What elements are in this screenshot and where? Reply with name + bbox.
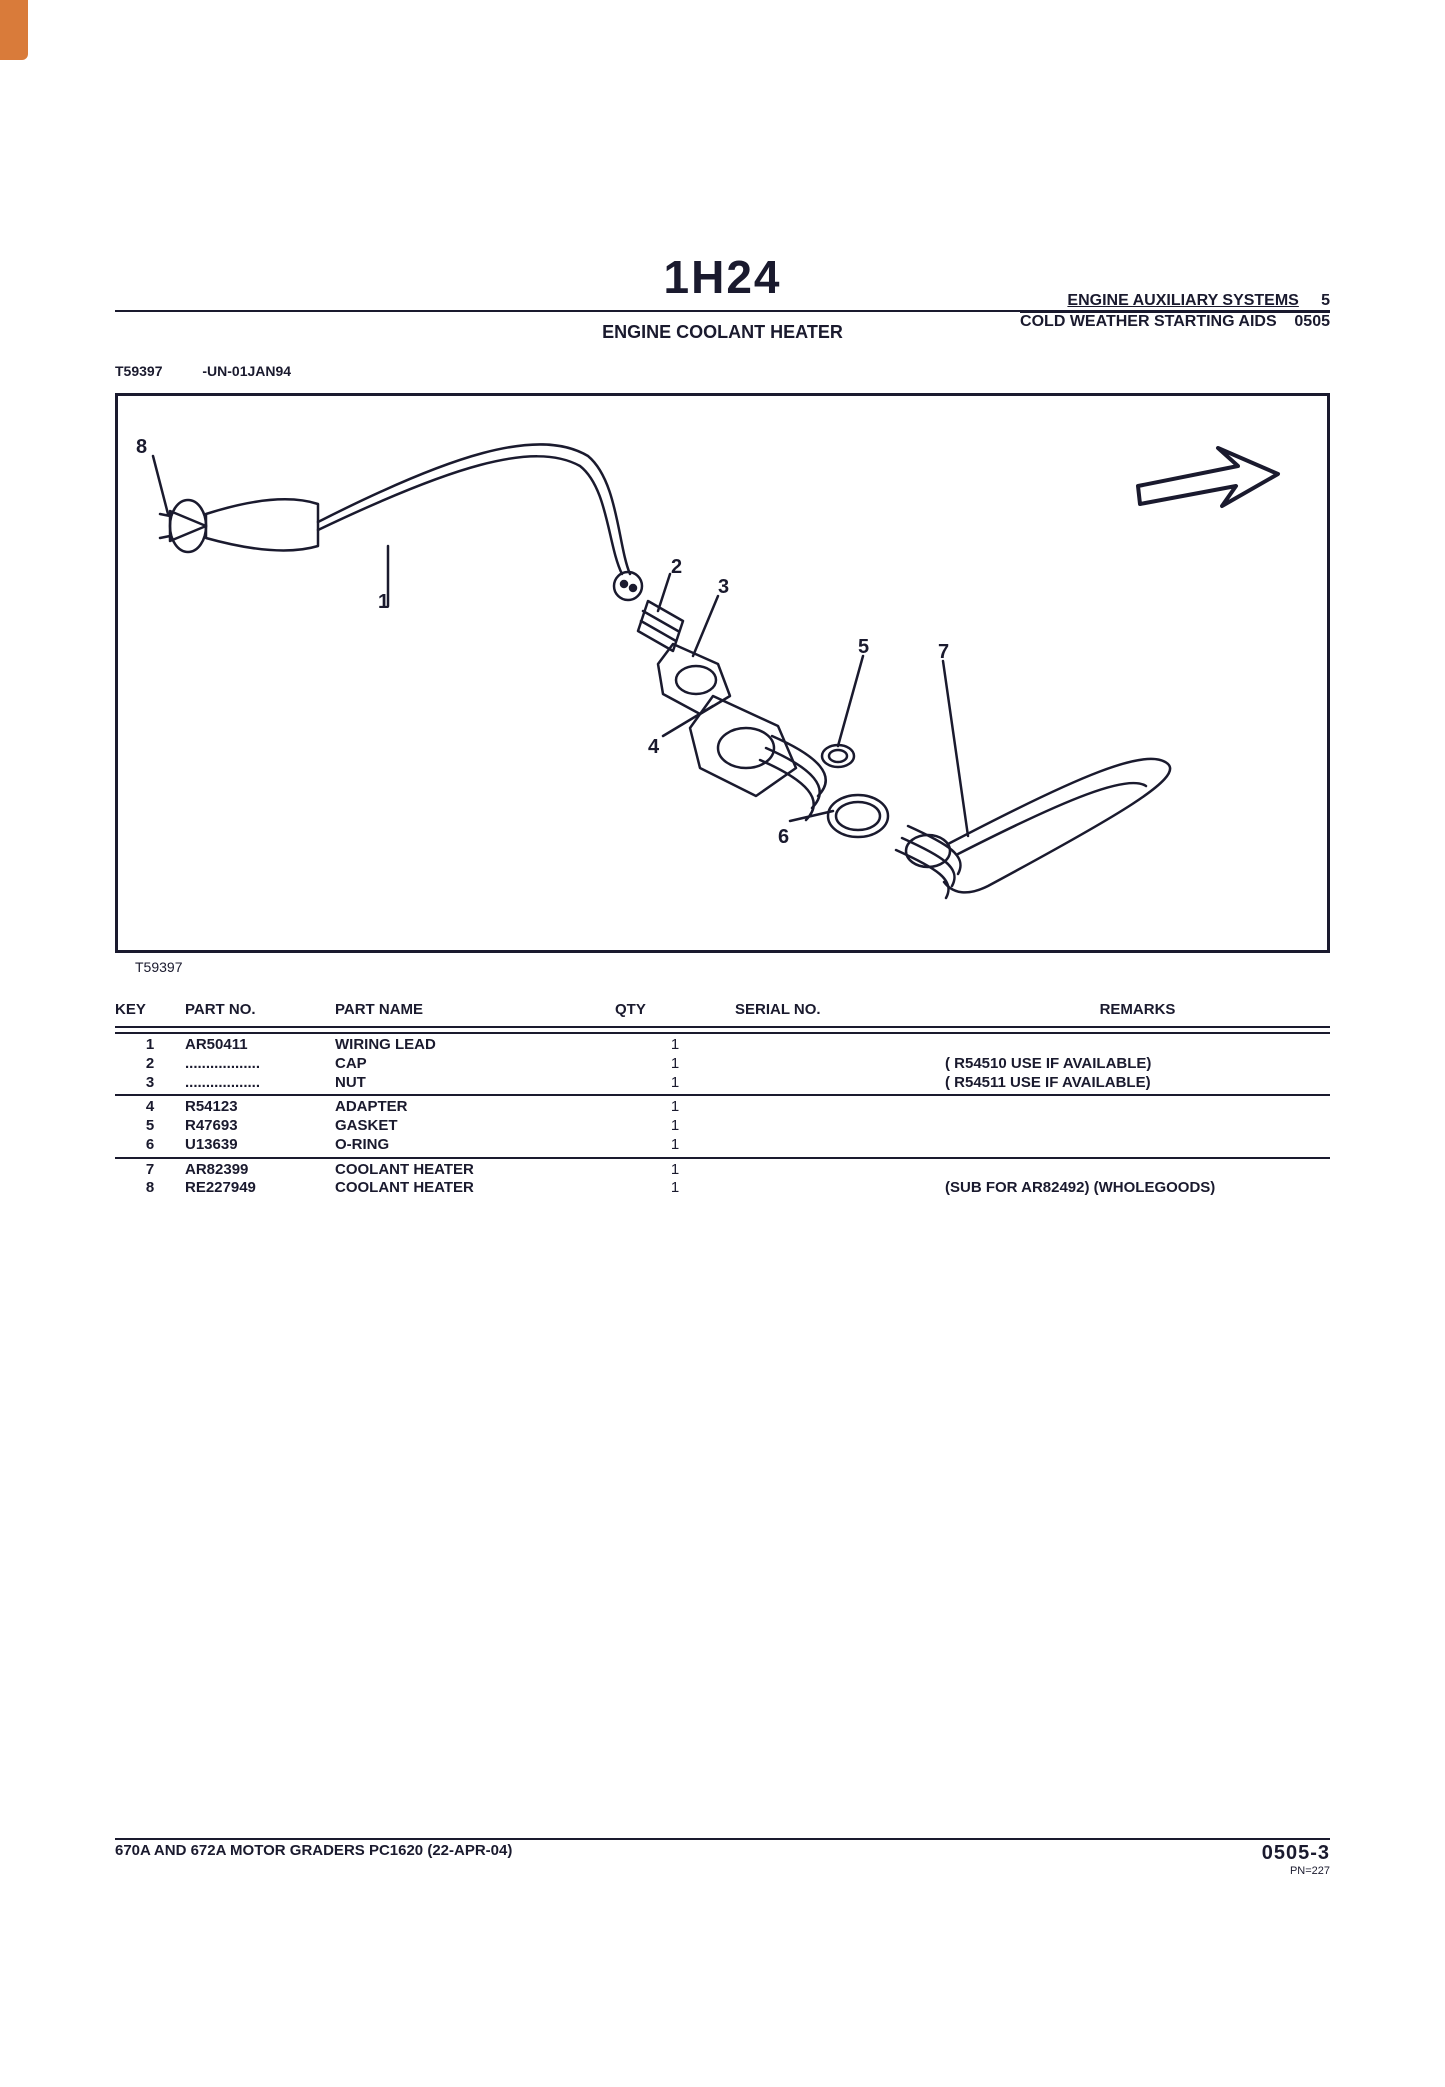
th-key: KEY: [115, 1001, 185, 1018]
table-header-rule: [115, 1026, 1330, 1028]
page-footer: 670A AND 672A MOTOR GRADERS PC1620 (22-A…: [115, 1838, 1330, 1877]
header-line-2: COLD WEATHER STARTING AIDS 0505: [1020, 313, 1330, 331]
callout-3: 3: [718, 576, 729, 599]
header-subsection-num: 0505: [1294, 313, 1330, 330]
cell-remarks: ( R54510 USE IF AVAILABLE): [945, 1055, 1330, 1074]
header-section-name: ENGINE AUXILIARY SYSTEMS: [1067, 292, 1298, 309]
footer-page-code: 0505-3: [1262, 1842, 1330, 1865]
callout-6: 6: [778, 826, 789, 849]
table-row: 1AR50411WIRING LEAD1: [115, 1036, 1330, 1055]
diagram-caption: T59397: [135, 959, 1330, 975]
footer-right-block: 0505-3 PN=227: [1262, 1842, 1330, 1877]
table-row: 3..................NUT1 ( R54511 USE IF A…: [115, 1074, 1330, 1093]
figure-rev: -UN-01JAN94: [202, 363, 291, 379]
cell-remarks: (SUB FOR AR82492) (WHOLEGOODS): [945, 1179, 1330, 1198]
th-serial: SERIAL NO.: [735, 1001, 945, 1018]
cell-serial: [735, 1098, 945, 1117]
header-subsection-name: COLD WEATHER STARTING AIDS: [1020, 313, 1277, 330]
cell-name: NUT: [335, 1074, 615, 1093]
cell-qty: 1: [615, 1136, 735, 1155]
cell-serial: [735, 1036, 945, 1055]
cell-key: 8: [115, 1179, 185, 1198]
cell-name: O-RING: [335, 1136, 615, 1155]
table-row: 5R47693GASKET1: [115, 1117, 1330, 1136]
callout-4: 4: [648, 736, 659, 759]
callout-2: 2: [671, 556, 682, 579]
header-line-1: ENGINE AUXILIARY SYSTEMS 5: [1020, 292, 1330, 313]
cell-name: WIRING LEAD: [335, 1036, 615, 1055]
table-header-row: KEY PART NO. PART NAME QTY SERIAL NO. RE…: [115, 1001, 1330, 1018]
cell-partno: AR82399: [185, 1161, 335, 1180]
table-group-rule: [115, 1032, 1330, 1034]
callout-5: 5: [858, 636, 869, 659]
table-group-rule: [115, 1157, 1330, 1159]
cell-remarks: [945, 1117, 1330, 1136]
cell-qty: 1: [615, 1117, 735, 1136]
th-partno: PART NO.: [185, 1001, 335, 1018]
cell-serial: [735, 1161, 945, 1180]
footer-left-text: 670A AND 672A MOTOR GRADERS PC1620 (22-A…: [115, 1842, 512, 1859]
cell-partno: AR50411: [185, 1036, 335, 1055]
figure-reference: T59397 -UN-01JAN94: [115, 363, 1330, 379]
cell-name: COOLANT HEATER: [335, 1179, 615, 1198]
header-section-num: 5: [1321, 292, 1330, 309]
callout-8: 8: [136, 436, 147, 459]
table-body: 1AR50411WIRING LEAD12..................C…: [115, 1032, 1330, 1198]
cell-serial: [735, 1074, 945, 1093]
cell-qty: 1: [615, 1161, 735, 1180]
th-remarks: REMARKS: [945, 1001, 1330, 1018]
cell-partno: RE227949: [185, 1179, 335, 1198]
diagram-frame: 8 1 2 3 4 5 6 7: [115, 393, 1330, 953]
cell-serial: [735, 1117, 945, 1136]
cell-qty: 1: [615, 1036, 735, 1055]
cell-serial: [735, 1136, 945, 1155]
cell-key: 4: [115, 1098, 185, 1117]
binder-tab: [0, 0, 28, 60]
cell-remarks: ( R54511 USE IF AVAILABLE): [945, 1074, 1330, 1093]
cell-partno: ..................: [185, 1074, 335, 1093]
callout-1: 1: [378, 591, 389, 614]
cell-name: ADAPTER: [335, 1098, 615, 1117]
cell-key: 5: [115, 1117, 185, 1136]
cell-partno: ..................: [185, 1055, 335, 1074]
header-right-block: ENGINE AUXILIARY SYSTEMS 5 COLD WEATHER …: [1020, 292, 1330, 331]
cell-name: GASKET: [335, 1117, 615, 1136]
table-row: 2..................CAP1 ( R54510 USE IF A…: [115, 1055, 1330, 1074]
th-name: PART NAME: [335, 1001, 615, 1018]
cell-key: 3: [115, 1074, 185, 1093]
cell-key: 6: [115, 1136, 185, 1155]
page-content: 1H24 ENGINE AUXILIARY SYSTEMS 5 COLD WEA…: [115, 250, 1330, 1198]
cell-remarks: [945, 1036, 1330, 1055]
callout-7: 7: [938, 641, 949, 664]
cell-partno: U13639: [185, 1136, 335, 1155]
cell-name: CAP: [335, 1055, 615, 1074]
cell-remarks: [945, 1098, 1330, 1117]
table-row: 7AR82399COOLANT HEATER1: [115, 1161, 1330, 1180]
footer-rule: [115, 1838, 1330, 1840]
table-row: 4R54123ADAPTER1: [115, 1098, 1330, 1117]
cell-qty: 1: [615, 1179, 735, 1198]
cell-qty: 1: [615, 1074, 735, 1093]
footer-pn: PN=227: [1262, 1865, 1330, 1877]
diagram-svg: [118, 396, 1327, 950]
table-group-rule: [115, 1094, 1330, 1096]
table-row: 8RE227949COOLANT HEATER1 (SUB FOR AR82492…: [115, 1179, 1330, 1198]
cell-qty: 1: [615, 1055, 735, 1074]
cell-key: 2: [115, 1055, 185, 1074]
cell-serial: [735, 1179, 945, 1198]
cell-partno: R54123: [185, 1098, 335, 1117]
cell-name: COOLANT HEATER: [335, 1161, 615, 1180]
cell-serial: [735, 1055, 945, 1074]
th-qty: QTY: [615, 1001, 735, 1018]
cell-key: 7: [115, 1161, 185, 1180]
figure-code: T59397: [115, 363, 162, 379]
cell-partno: R47693: [185, 1117, 335, 1136]
cell-remarks: [945, 1136, 1330, 1155]
table-row: 6U13639O-RING1: [115, 1136, 1330, 1155]
cell-remarks: [945, 1161, 1330, 1180]
cell-qty: 1: [615, 1098, 735, 1117]
cell-key: 1: [115, 1036, 185, 1055]
